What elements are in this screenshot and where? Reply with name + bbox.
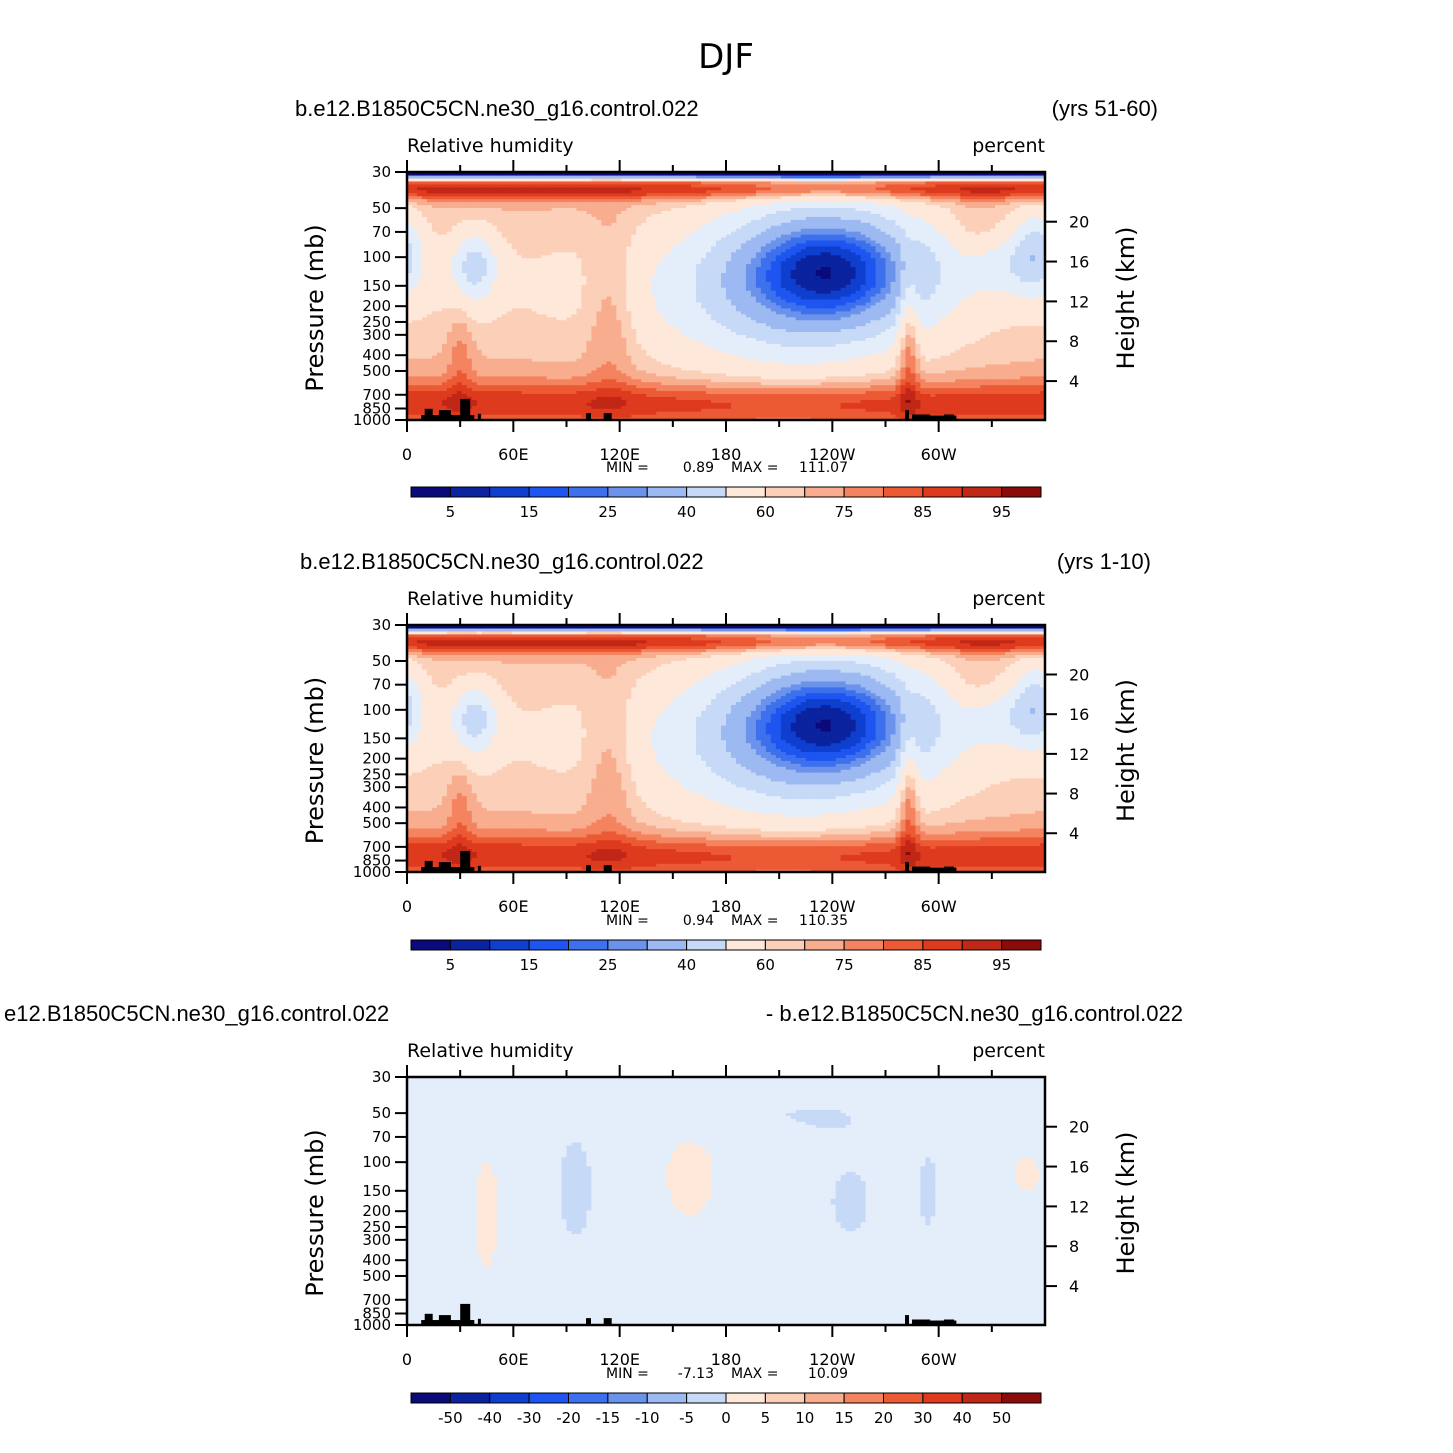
units-label: percent xyxy=(972,135,1045,157)
panel-title: Relative humidity xyxy=(407,135,574,157)
years-label: (yrs 51-60) xyxy=(1052,96,1158,121)
case-title: b.e12.B1850C5CN.ne30_g16.control.022 xyxy=(295,96,699,121)
panel-1: b.e12.B1850C5CN.ne30_g16.control.022 (yrs… xyxy=(295,96,1158,521)
rh-field xyxy=(407,172,1046,421)
figure-title: DJF xyxy=(698,37,754,77)
